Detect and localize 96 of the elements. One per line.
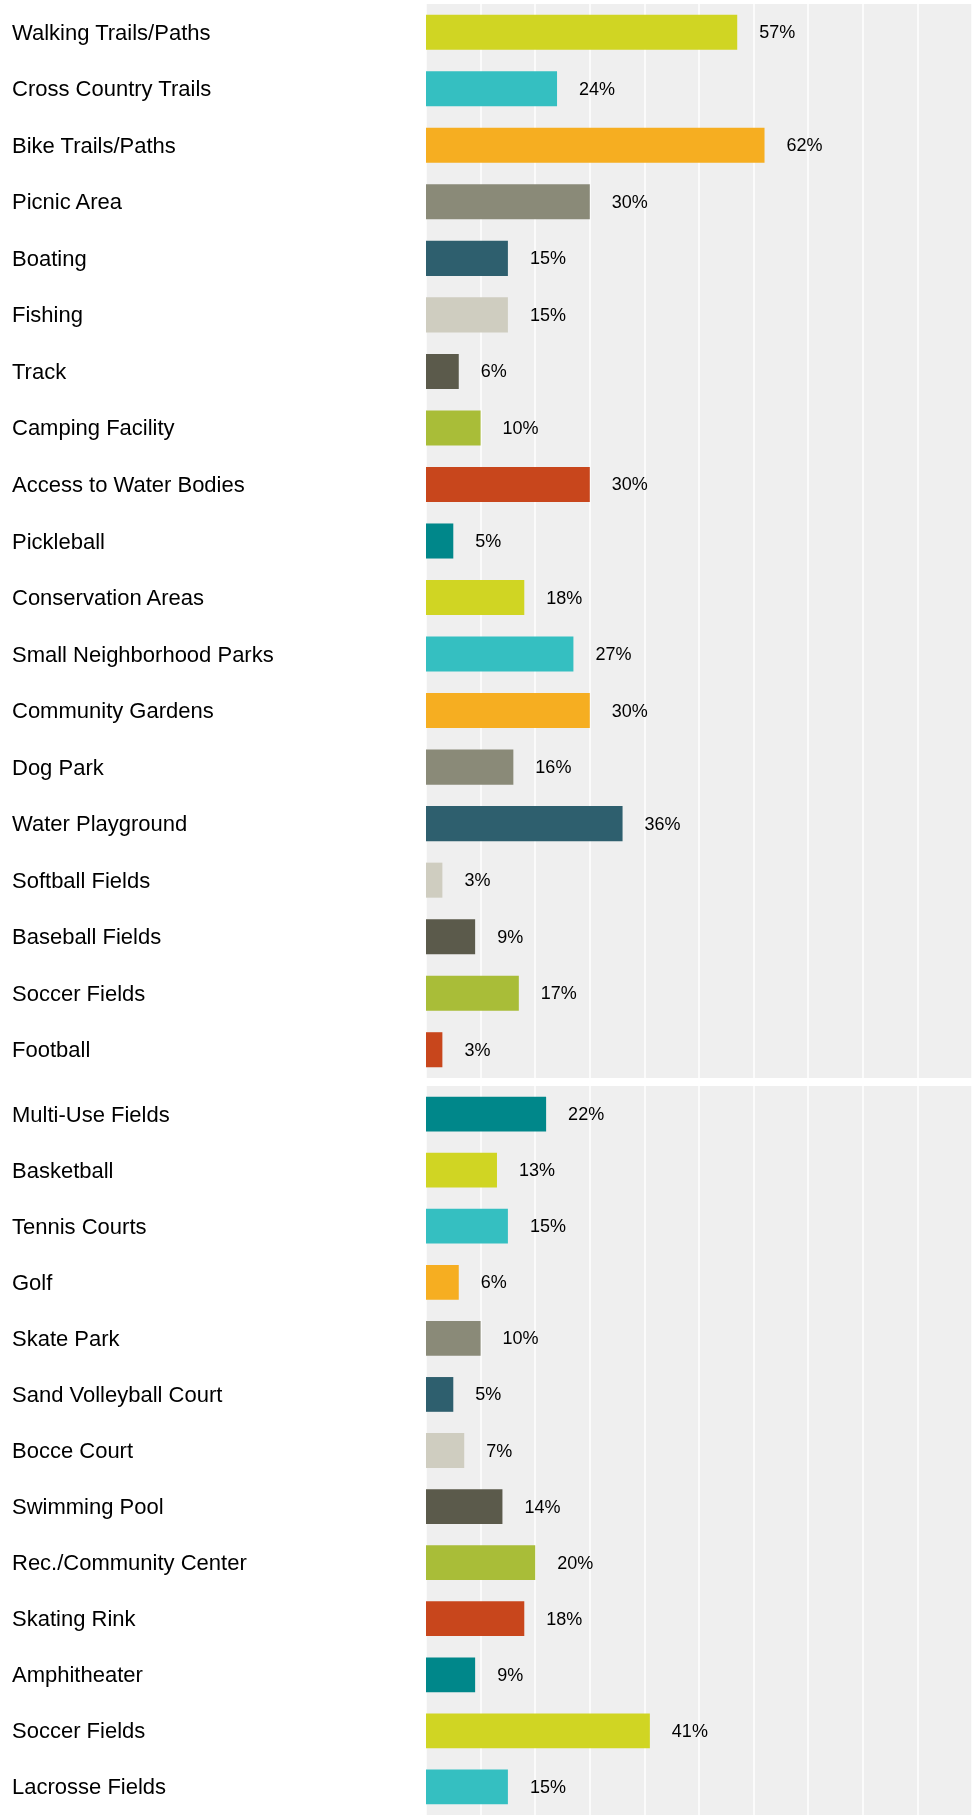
bar (426, 410, 481, 446)
bar (426, 919, 476, 955)
data-label: 30% (611, 700, 648, 721)
bar (426, 184, 590, 220)
category-label: Bike Trails/Paths (12, 132, 176, 158)
bar (426, 1320, 481, 1356)
bar (426, 749, 514, 785)
bar (426, 523, 454, 559)
category-label: Boating (12, 245, 87, 271)
data-label: 20% (557, 1552, 594, 1573)
data-label: 6% (480, 361, 507, 382)
bar (426, 975, 519, 1011)
bar (426, 862, 443, 898)
data-label: 30% (611, 474, 648, 495)
bar (426, 353, 459, 389)
bar (426, 1545, 536, 1581)
bar (426, 297, 508, 333)
category-label: Soccer Fields (12, 980, 146, 1006)
bar (426, 1433, 465, 1468)
category-label: Swimming Pool (12, 1494, 164, 1520)
bar (426, 1377, 454, 1412)
bar (426, 636, 574, 672)
category-label: Soccer Fields (12, 1718, 146, 1744)
category-label: Water Playground (12, 811, 188, 837)
data-label: 6% (480, 1272, 507, 1293)
category-label: Track (12, 358, 67, 384)
bar (426, 1152, 497, 1188)
data-label: 36% (644, 813, 681, 834)
category-label: Softball Fields (12, 867, 151, 893)
bar (426, 14, 738, 50)
category-label: Walking Trails/Paths (12, 19, 211, 45)
bar (426, 1769, 508, 1805)
data-label: 57% (759, 22, 796, 43)
category-label: Skate Park (12, 1325, 120, 1351)
data-label: 10% (502, 417, 539, 438)
data-label: 30% (611, 191, 648, 212)
category-label: Picnic Area (12, 189, 123, 215)
category-label: Lacrosse Fields (12, 1774, 167, 1800)
category-label: Community Gardens (12, 698, 214, 724)
bar (426, 1601, 525, 1637)
bar (426, 240, 508, 276)
category-label: Dog Park (12, 754, 104, 780)
data-label: 27% (595, 644, 632, 665)
data-label: 5% (475, 531, 502, 551)
category-label: Football (12, 1037, 91, 1063)
data-label: 3% (464, 1039, 491, 1060)
bar (426, 1208, 508, 1244)
bar (426, 466, 590, 502)
data-label: 9% (497, 926, 524, 947)
category-label: Baseball Fields (12, 924, 162, 950)
category-label: Amphitheater (12, 1662, 143, 1688)
data-label: 22% (568, 1104, 605, 1125)
bar (426, 1489, 503, 1524)
data-label: 9% (497, 1664, 524, 1685)
bar (426, 1096, 547, 1132)
data-label: 62% (786, 135, 823, 156)
data-label: 13% (518, 1160, 556, 1181)
data-label: 41% (671, 1720, 708, 1741)
category-label: Access to Water Bodies (12, 471, 245, 497)
category-label: Camping Facility (12, 415, 175, 441)
bar (426, 580, 525, 616)
category-label: Rec./Community Center (12, 1550, 247, 1576)
category-label: Basketball (12, 1157, 114, 1183)
bar (426, 1032, 443, 1068)
data-label: 7% (486, 1440, 513, 1461)
data-label: 14% (524, 1496, 561, 1517)
category-label: Cross Country Trails (12, 76, 212, 102)
data-label: 15% (529, 1776, 566, 1797)
data-label: 17% (540, 983, 577, 1004)
category-label: Small Neighborhood Parks (12, 641, 274, 667)
data-label: 18% (546, 1608, 583, 1629)
category-label: Pickleball (12, 528, 105, 554)
bar (426, 1264, 459, 1300)
bar (426, 1713, 650, 1749)
category-label: Golf (12, 1269, 53, 1295)
data-label: 15% (529, 1216, 566, 1237)
data-label: 15% (529, 304, 566, 325)
category-label: Skating Rink (12, 1606, 136, 1632)
category-label: Tennis Courts (12, 1213, 147, 1239)
category-label: Conservation Areas (12, 585, 204, 611)
data-label: 15% (529, 248, 566, 269)
category-label: Bocce Court (12, 1438, 134, 1463)
category-label: Sand Volleyball Court (12, 1381, 223, 1407)
data-label: 5% (475, 1384, 502, 1405)
data-label: 16% (535, 757, 572, 778)
bar (426, 127, 765, 163)
data-label: 3% (464, 870, 491, 891)
data-label: 18% (546, 587, 583, 608)
bar (426, 693, 590, 729)
data-label: 10% (502, 1328, 539, 1349)
bar (426, 1657, 476, 1693)
category-label: Multi-Use Fields (12, 1101, 170, 1127)
data-label: 24% (579, 78, 616, 99)
bar (426, 71, 558, 107)
bar (426, 806, 623, 842)
category-label: Fishing (12, 302, 83, 328)
